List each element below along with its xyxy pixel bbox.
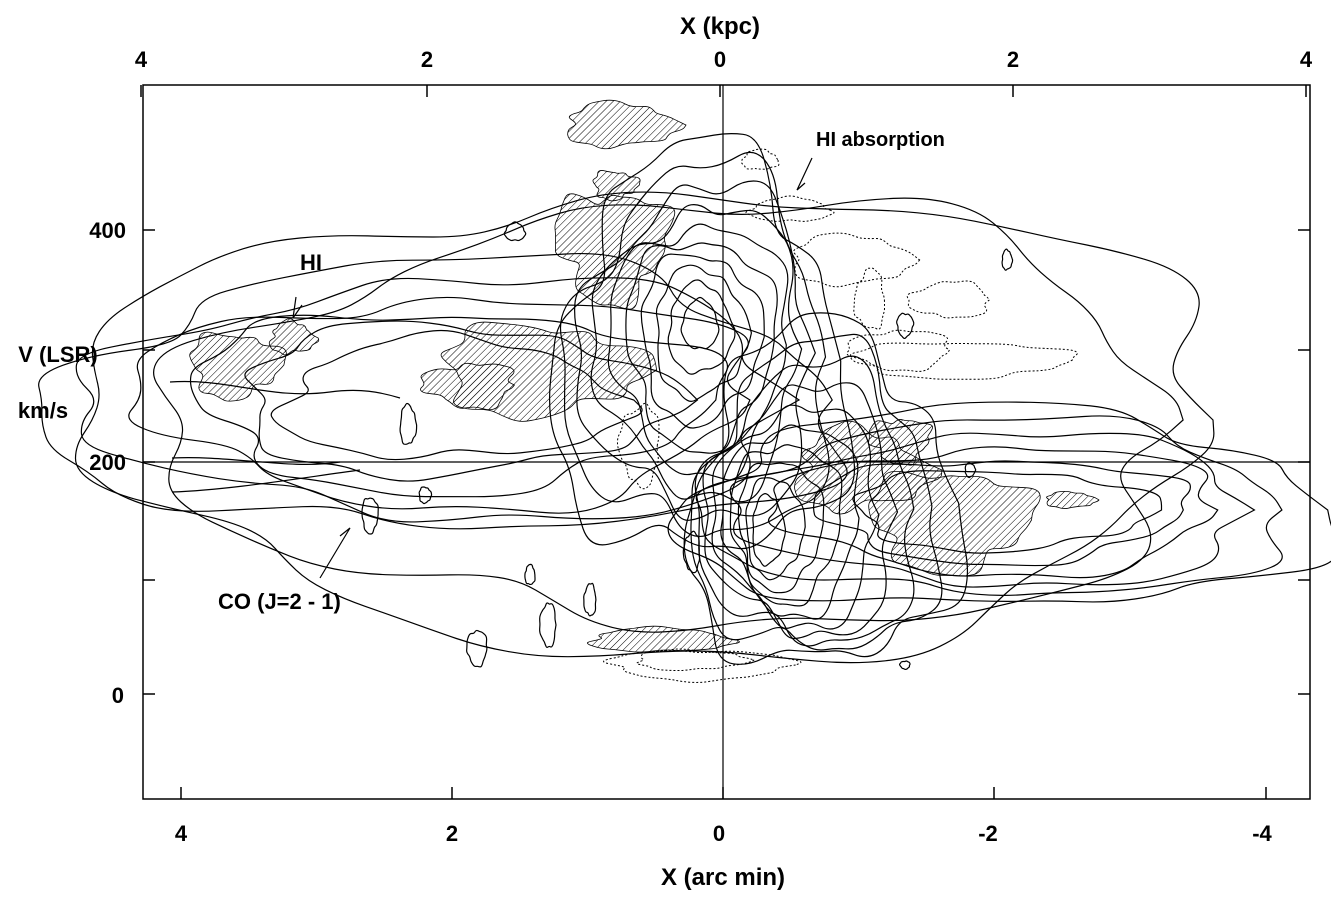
co-contour — [574, 180, 816, 521]
tick-marks — [140, 85, 1310, 799]
x-tick-label-top: 2 — [421, 47, 433, 72]
co-contour — [590, 204, 803, 503]
x-axis-title-top: X (kpc) — [680, 13, 760, 40]
co-contour — [729, 432, 1256, 588]
annotation-co: CO (J=2 - 1) — [218, 589, 341, 614]
hi-absorption-contour — [793, 232, 921, 288]
y-tick-label: 400 — [89, 218, 126, 243]
hi-hatched-region — [868, 470, 1041, 577]
co-contour — [171, 469, 361, 493]
co-contour — [1001, 248, 1014, 271]
co-contour — [640, 253, 765, 429]
hi-absorption-contour — [636, 648, 756, 672]
hi-absorption-contour — [745, 195, 835, 222]
co-contour — [244, 320, 699, 482]
contour-layer — [38, 99, 1331, 683]
hi-hatched-region — [420, 362, 516, 411]
y-axis-title-line2: km/s — [18, 398, 68, 423]
y-tick-label: 200 — [89, 450, 126, 475]
co-contour — [720, 424, 860, 620]
hi-hatched-region — [567, 99, 687, 150]
co-contour — [898, 660, 911, 671]
hi-absorption-contour — [846, 329, 951, 372]
hi-hatched-region — [554, 193, 676, 310]
co-contour — [548, 133, 856, 550]
co-contour — [38, 253, 848, 530]
co-contour — [896, 312, 915, 340]
hi-hatched-region — [592, 170, 641, 202]
co-contour — [128, 296, 751, 514]
co-contour — [74, 191, 1215, 664]
x-tick-label-top: 4 — [1300, 47, 1313, 72]
x-axis-title-bottom: X (arc min) — [661, 864, 785, 891]
arrow-co — [319, 527, 351, 579]
plot-frame — [142, 84, 1311, 800]
co-contour — [680, 296, 720, 350]
co-contour — [607, 223, 789, 481]
hi-hatched-region — [268, 318, 320, 356]
hi-hatched-region — [1046, 490, 1100, 509]
hi-absorption-contour — [906, 280, 991, 319]
co-contour — [729, 444, 843, 607]
co-contour — [694, 355, 915, 647]
co-contour — [767, 446, 1219, 579]
co-contour — [466, 629, 488, 668]
co-contour — [169, 380, 401, 399]
co-contour — [75, 277, 801, 523]
y-tick-label: 0 — [112, 683, 124, 708]
y-axis-title-line1: V (LSR) — [18, 342, 97, 367]
co-contour — [852, 470, 1163, 554]
co-contour — [683, 312, 969, 665]
co-contour — [964, 462, 977, 479]
co-contour — [695, 415, 1283, 596]
co-contour — [745, 477, 806, 581]
co-contour — [702, 382, 899, 640]
x-tick-label-bottom: -2 — [978, 821, 998, 846]
co-contour — [711, 404, 880, 630]
hi-absorption-contour — [853, 267, 886, 330]
co-contour — [690, 333, 943, 651]
annotation-hi: HI — [300, 250, 322, 275]
co-contour — [399, 402, 418, 445]
hi-absorption-contour — [603, 649, 802, 683]
co-contour — [524, 563, 536, 586]
x-tick-label-top: 4 — [135, 47, 148, 72]
arrow-hi-absorption — [796, 157, 813, 191]
co-contour — [153, 197, 1184, 633]
co-contour — [682, 530, 701, 574]
x-tick-label-bottom: 2 — [446, 821, 458, 846]
arrow-hi — [292, 296, 303, 319]
co-contour — [583, 582, 597, 617]
hi-absorption-contour — [849, 342, 1078, 380]
x-tick-label-bottom: -4 — [1252, 821, 1272, 846]
co-contour — [418, 486, 433, 505]
co-contour — [667, 279, 736, 375]
co-contour — [813, 460, 1191, 567]
co-contour — [539, 602, 557, 648]
co-contour — [189, 314, 729, 498]
co-contour — [503, 221, 527, 242]
x-tick-label-top: 2 — [1007, 47, 1019, 72]
x-tick-label-top: 0 — [714, 47, 726, 72]
x-tick-label-bottom: 4 — [175, 821, 188, 846]
co-contour — [361, 497, 379, 535]
co-contour — [667, 401, 1331, 603]
x-tick-label-bottom: 0 — [713, 821, 725, 846]
co-contour — [270, 329, 643, 461]
annotation-hi-absorption: HI absorption — [816, 129, 945, 151]
